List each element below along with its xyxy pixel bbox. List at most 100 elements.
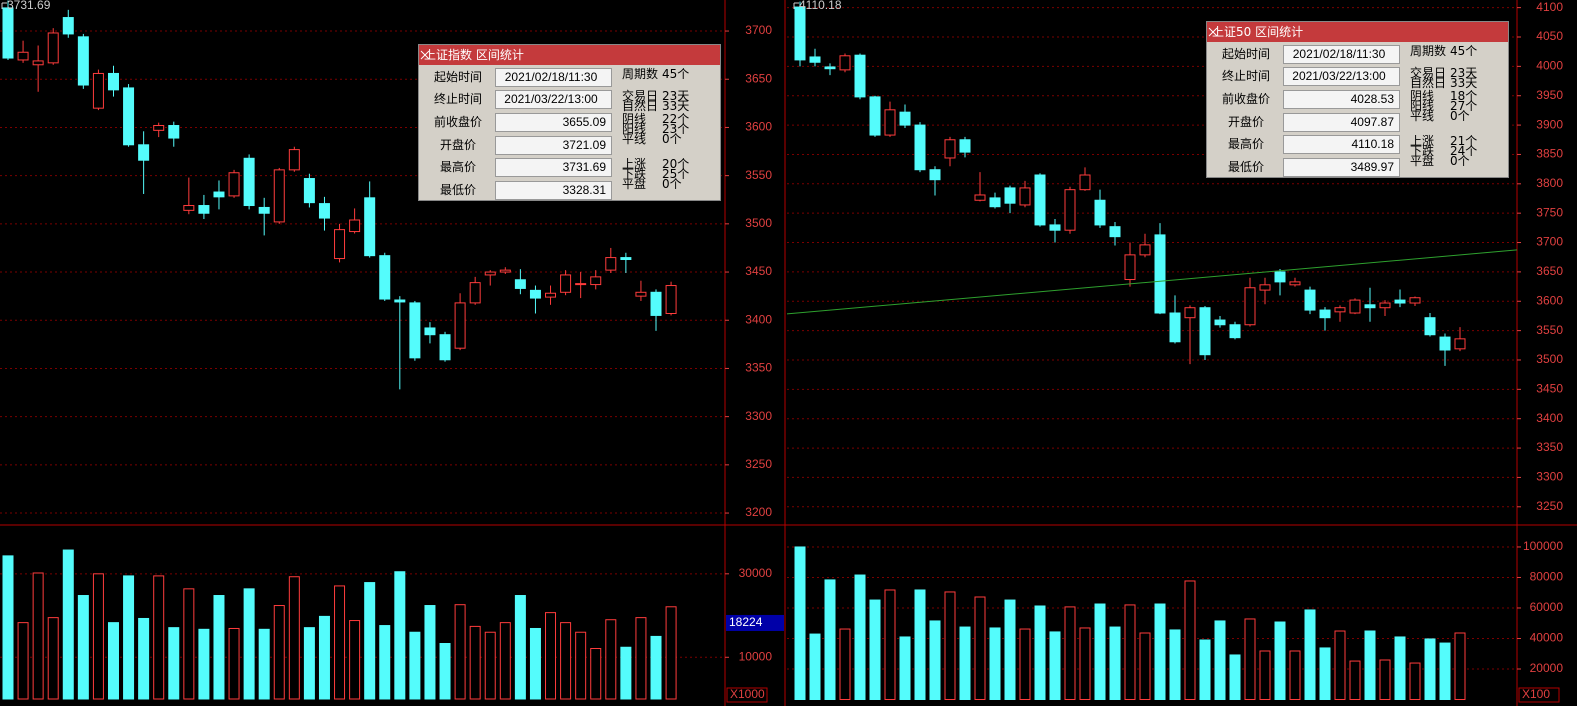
panel-title-bar: 上证50 区间统计 [1207,22,1508,42]
volume-bar [499,622,511,700]
field-value: 2021/03/22/13:00 [495,90,612,109]
volume-bar [1274,621,1286,701]
stats-panel: 上证50 区间统计 起始时间 2021/02/18/11:30 终止时间 2021/03… [1206,21,1509,178]
count-label: 阴线 [1410,89,1435,103]
count-value: 0个 [662,132,682,146]
candle-body [1169,312,1181,343]
panel-title: 上证50 区间统计 [1212,25,1304,39]
field-value: 3731.69 [495,158,612,177]
y-tick-label: 10000 [739,649,773,663]
count-value: 23天 [662,89,690,103]
volume-bar [258,628,270,700]
candle-body [1199,307,1211,356]
close-button[interactable] [419,49,431,61]
candle-body [17,51,29,61]
y-tick-label: 100000 [1523,539,1563,553]
volume-bar [809,633,821,700]
candle-body [303,178,315,204]
candle-body [1379,302,1391,309]
volume-bar [944,591,956,700]
volume-bar [1334,630,1346,700]
count-group: 周期数 45个 [1410,45,1477,57]
candle-body [409,302,421,359]
volume-bar [349,620,361,700]
field-label: 最低价 [1227,160,1264,174]
volume-bar [635,617,647,700]
candle-body [1304,289,1316,311]
candle-body [590,276,602,286]
candle-body [1004,187,1016,204]
y-tick-label: 4100 [1536,0,1563,14]
candle-body [635,291,647,297]
field-label: 前收盘价 [433,115,482,129]
count-label: 平线 [622,132,647,146]
unit-box [726,687,768,703]
candle-body [824,66,836,70]
candle-body [665,285,677,314]
candle-body [258,206,270,214]
y-tick-label: 4000 [1536,59,1563,73]
field-value: 2021/03/22/13:00 [1283,67,1400,86]
close-button[interactable] [1207,26,1219,38]
candle-body [809,56,821,63]
volume-bar [409,631,421,700]
volume-bar [650,635,662,700]
candle-body [469,282,481,304]
y-tick-label: 3800 [1536,176,1563,190]
candle-body [1229,324,1241,339]
volume-bar [590,648,602,700]
candle-body [560,274,572,293]
candle-body [514,279,526,289]
volume-bar [575,631,587,700]
candle-body [899,111,911,126]
count-row: 自然日 33天 [622,100,689,112]
count-row: 上涨 21个 [1410,134,1477,148]
y-tick-label: 3700 [1536,235,1563,249]
candle-body [153,125,165,131]
candle-body [929,169,941,181]
count-row: 阳线 23个 [622,123,689,135]
volume-bar [469,625,481,700]
volume-bar [273,605,285,700]
count-group: 交易日 23天 自然日 33天 [622,89,690,112]
candle-body [1244,287,1256,326]
count-value: 45个 [662,67,690,81]
count-label: 上涨 [1410,134,1435,148]
candle-body [364,197,376,257]
count-row: 阳线 27个 [1410,100,1477,112]
candle-body [1049,224,1061,231]
field-value: 2021/02/18/11:30 [495,68,612,87]
count-row: 阴线 22个 [622,113,689,125]
count-row: 下跌 25个 [622,168,689,180]
count-value: 0个 [1450,154,1470,168]
candle-body [1424,317,1436,336]
candle-body [605,257,617,271]
volume-bar [1394,636,1406,701]
candle-body [213,191,225,198]
y-tick-label: 3550 [1536,323,1563,337]
y-tick-label: 3650 [745,71,772,85]
candle-body [869,96,881,136]
volume-bar [1019,628,1031,701]
count-group: 阴线 22个 阳线 23个 平线 0个 [622,113,689,146]
count-group: 交易日 23天 自然日 33天 [1410,67,1477,90]
volume-bar [454,604,466,700]
y-tick-label: 60000 [1530,600,1564,614]
volume-bar [77,595,89,700]
count-row: 平盘 0个 [1410,154,1477,168]
count-label: 交易日 [622,89,659,103]
field-label: 开盘价 [439,138,476,152]
candle-body [499,269,511,273]
volume-bar [303,627,315,700]
volume-bar [92,573,104,700]
count-label: 自然日 [1410,76,1447,90]
candle-body [1154,234,1166,314]
unit-label: X100 [1522,687,1550,701]
volume-bar [1064,606,1076,700]
candle-body [854,54,866,98]
count-label: 周期数 [622,67,659,81]
count-value: 20个 [662,157,690,171]
count-value: 0个 [1450,109,1470,123]
volume-bar [1034,605,1046,701]
